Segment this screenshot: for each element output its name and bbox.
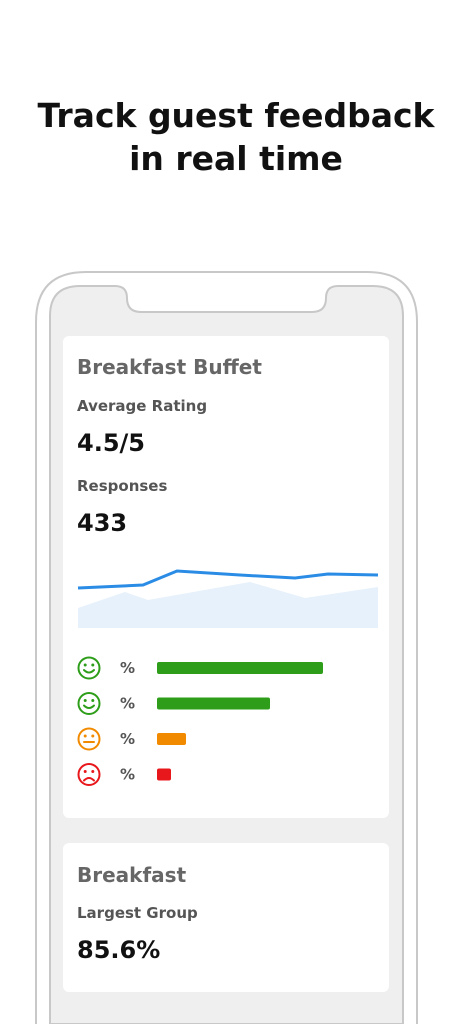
face-eye (91, 663, 95, 667)
face-eye (83, 699, 87, 702)
percent-label: % (120, 766, 135, 784)
card-title: Breakfast Buffet (77, 355, 262, 379)
metric-label: Largest Group (77, 904, 198, 922)
feedback-bar (157, 662, 323, 674)
metric-value: 85.6% (77, 936, 160, 964)
face-icon (77, 727, 101, 751)
face-eye (83, 770, 87, 773)
feedback-bar (157, 768, 171, 781)
face-icon (77, 692, 101, 715)
card-title: Breakfast (77, 863, 187, 887)
percent-label: % (120, 695, 135, 713)
metric-value: 4.5/5 (77, 429, 145, 457)
sparkline (77, 569, 379, 590)
percent-label: % (120, 659, 135, 677)
metric-label: Average Rating (77, 397, 207, 415)
face-eye (91, 699, 95, 702)
feedback-bar (157, 733, 186, 745)
face-eye (83, 734, 87, 738)
face-mouth (83, 669, 95, 674)
face-eye (91, 770, 95, 773)
feedback-rows: %%%% (77, 656, 323, 786)
face-mouth (83, 777, 95, 782)
feedback-bar (157, 697, 270, 710)
percent-label: % (120, 730, 135, 748)
metric-value: 433 (77, 509, 127, 537)
face-mouth (83, 704, 95, 709)
face-icon (77, 656, 101, 680)
headline: in real time (129, 139, 343, 178)
metric-label: Responses (77, 477, 167, 495)
face-eye (91, 734, 95, 738)
face-eye (83, 663, 87, 667)
sparkline-area (78, 582, 378, 628)
phone-frame (35, 271, 418, 1024)
face-icon (77, 763, 101, 786)
card (63, 336, 389, 818)
card (63, 843, 389, 992)
headline: Track guest feedback (38, 96, 436, 135)
